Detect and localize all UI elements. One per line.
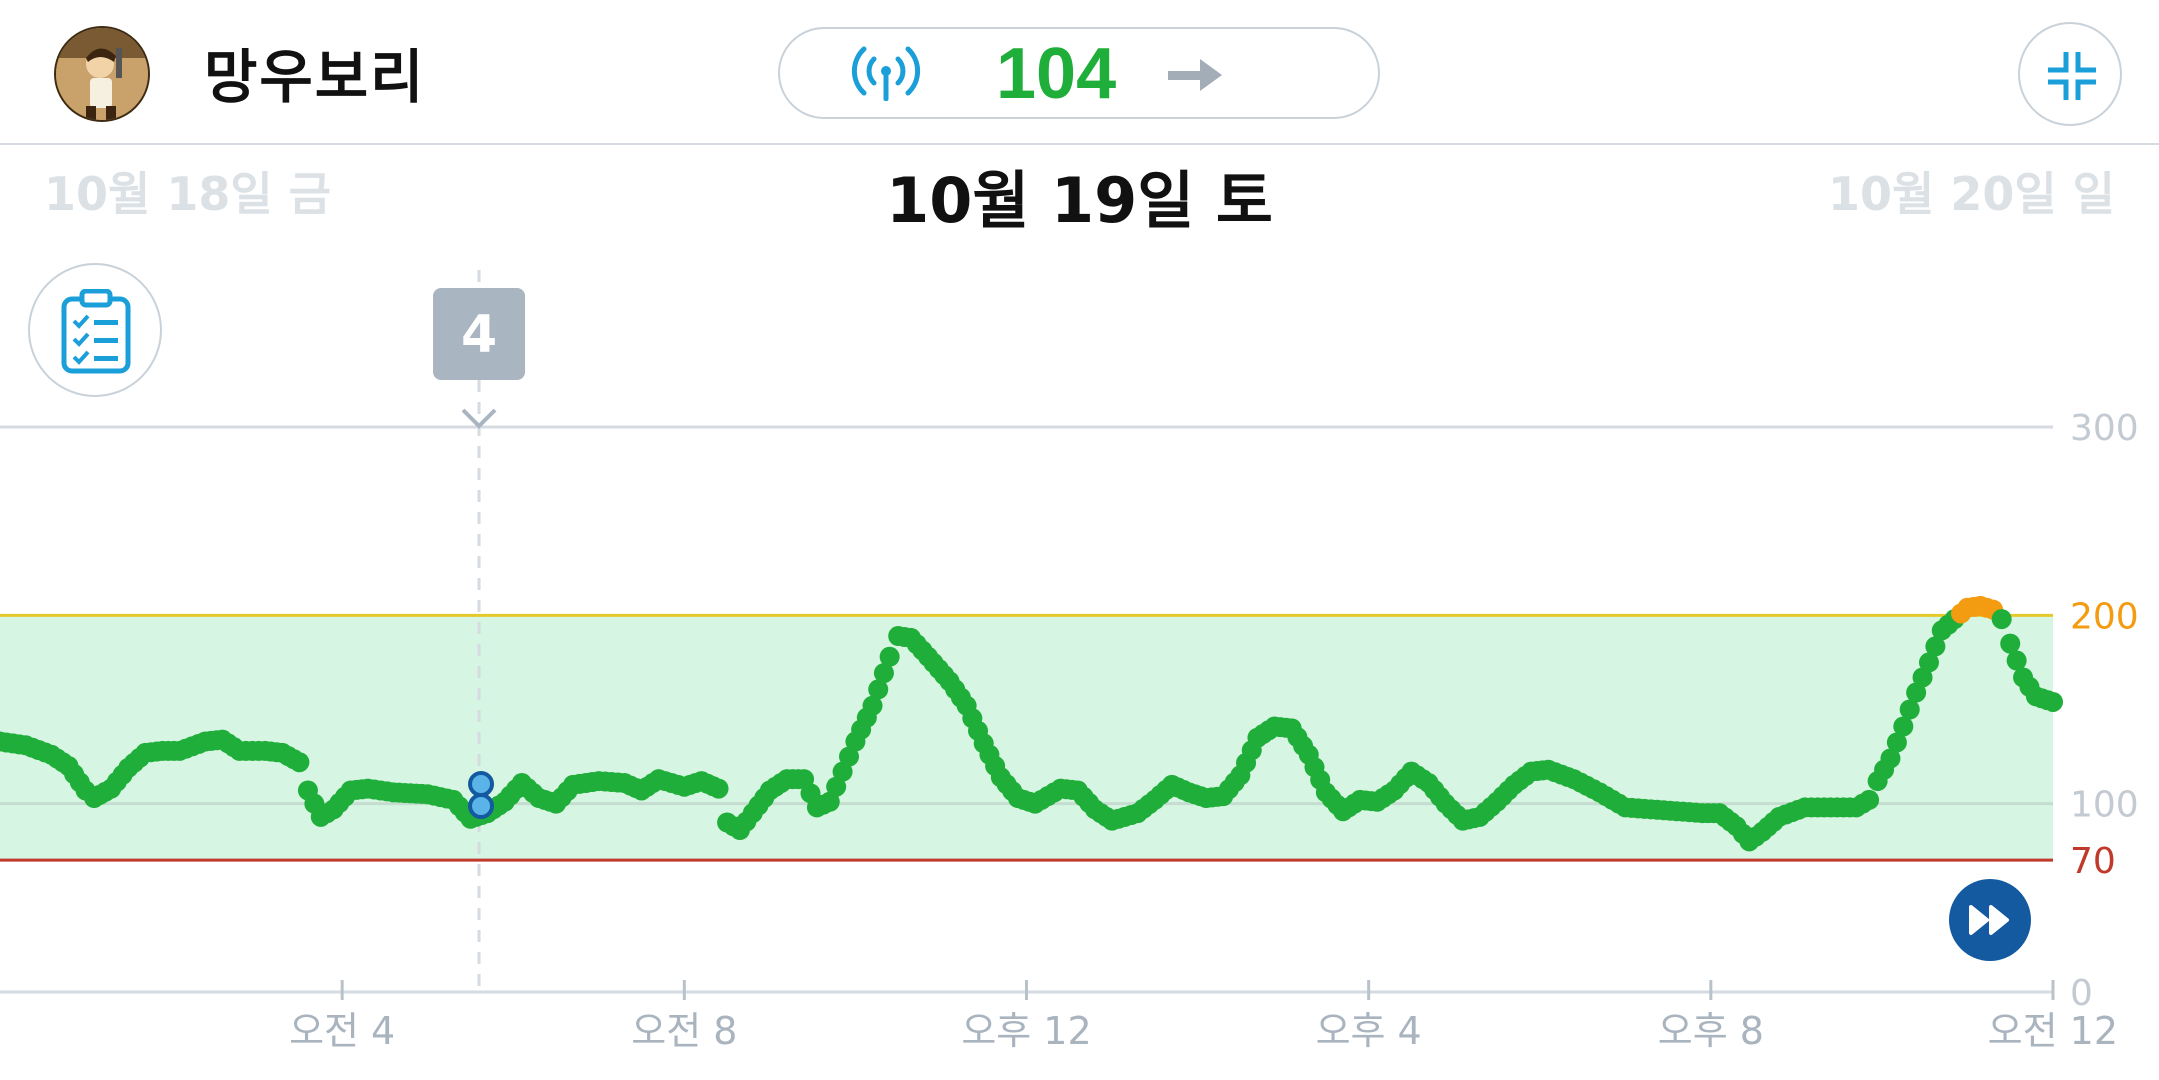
x-tick-label: 오전 12 [1988,1009,2118,1053]
y-tick-label: 300 [2070,408,2139,449]
insulin-dose-dot [468,793,495,820]
event-marker-label: 4 [461,305,497,365]
y-tick-label: 70 [2070,841,2116,882]
glucose-point [819,791,840,812]
x-tick-label: 오후 4 [1316,1009,1422,1053]
glucose-point [289,752,310,773]
flat-arrow-icon [1168,59,1222,91]
jump-to-now-button[interactable] [1949,879,2031,961]
current-date: 10월 19일 토 [886,164,1273,237]
glucose-point [826,776,847,797]
fast-forward-icon [1969,905,2009,935]
glucose-point [873,663,894,684]
y-tick-label: 200 [2070,596,2139,637]
avatar-image [56,28,148,120]
x-tick-label: 오후 8 [1658,1009,1764,1053]
glucose-point [2000,633,2021,654]
y-tick-label: 100 [2070,785,2139,826]
current-glucose-panel[interactable]: 104 [778,27,1380,119]
x-tick-label: 오전 8 [631,1009,737,1053]
event-marker-badge [433,288,526,380]
glucose-point [1899,699,1920,720]
glucose-point [1880,748,1901,769]
glucose-point [862,695,883,716]
glucose-point [1991,609,2012,630]
current-glucose-value: 104 [996,34,1117,114]
glucose-point [1925,636,1946,657]
profile-avatar[interactable] [54,26,150,122]
insulin-dose-dot [468,771,495,798]
header-bar: 망우보리 104 [0,0,2159,145]
glucose-point [1912,667,1933,688]
x-tick-label: 오후 12 [961,1009,1091,1053]
glucose-point [839,746,860,767]
collapse-icon [2048,52,2096,100]
broadcast-icon [851,46,921,101]
previous-day-link[interactable]: 10월 18일 금 [44,167,332,221]
glucose-point [2006,650,2027,671]
glucose-point [879,646,900,667]
glucose-point [868,679,889,700]
logbook-button[interactable] [28,263,162,397]
y-tick-label: 0 [2070,973,2093,1014]
username: 망우보리 [204,43,426,111]
event-marker-chevron [461,408,497,429]
glucose-point [832,761,853,782]
glucose-point [1886,732,1907,753]
glucose-point [1893,716,1914,737]
glucose-point [1906,682,1927,703]
clipboard-checklist-icon [61,289,131,374]
x-tick-label: 오전 4 [289,1009,395,1053]
next-day-link[interactable]: 10월 20일 일 [1827,167,2115,221]
glucose-point [708,778,729,799]
collapse-button[interactable] [2018,22,2122,126]
glucose-point [1918,652,1939,673]
glucose-point [2043,691,2063,712]
glucose-point [1859,789,1880,810]
